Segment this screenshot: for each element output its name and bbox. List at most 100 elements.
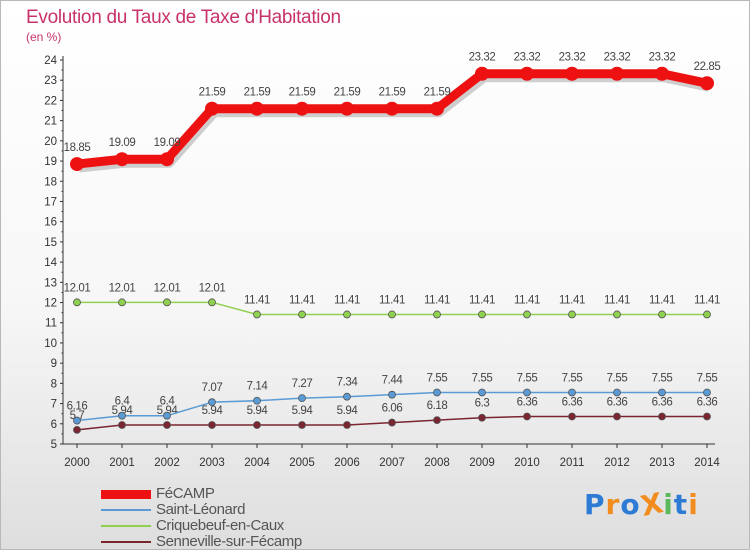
logo-letter: i xyxy=(663,488,674,521)
legend-swatch xyxy=(101,490,151,499)
y-tick-label: 20 xyxy=(44,136,57,148)
data-label: 21.59 xyxy=(199,87,226,99)
data-point xyxy=(295,101,309,116)
data-label: 11.41 xyxy=(334,294,360,306)
data-point xyxy=(343,310,351,319)
data-label: 7.55 xyxy=(562,372,583,384)
data-label: 6.36 xyxy=(652,397,673,409)
data-point xyxy=(388,390,396,399)
y-tick-label: 12 xyxy=(44,298,57,310)
data-point xyxy=(343,421,351,429)
legend-label: FéCAMP xyxy=(156,485,215,502)
data-label: 21.59 xyxy=(334,87,361,99)
data-point xyxy=(208,398,216,407)
data-label: 7.55 xyxy=(697,372,718,384)
data-label: 11.41 xyxy=(649,294,675,306)
data-point xyxy=(568,388,576,397)
data-label: 7.55 xyxy=(472,372,493,384)
data-label: 22.85 xyxy=(694,61,721,73)
data-label: 12.01 xyxy=(64,282,91,294)
data-point xyxy=(115,152,129,167)
data-point xyxy=(163,298,171,307)
data-point xyxy=(523,310,531,319)
x-tick-label: 2012 xyxy=(604,457,630,469)
x-tick-label: 2010 xyxy=(514,457,540,469)
data-point xyxy=(433,388,441,397)
x-tick-label: 2005 xyxy=(289,457,315,469)
y-tick-label: 11 xyxy=(45,318,57,330)
data-label: 5.94 xyxy=(292,405,314,417)
legend-swatch xyxy=(101,525,151,527)
data-point xyxy=(478,388,486,397)
series-2: 12.01 12.01 12.01 12.01 11.41 11.41 11.41 11.41… xyxy=(64,282,720,319)
data-point xyxy=(613,310,621,319)
data-point xyxy=(565,66,579,81)
data-point xyxy=(73,298,81,307)
data-point xyxy=(478,310,486,319)
y-tick-label: 8 xyxy=(51,378,57,390)
data-label: 7.55 xyxy=(607,372,628,384)
data-point xyxy=(253,396,261,405)
chart-axes: 5 6 7 8 9 10 11 12 13 14 15 16 17 18 19 20 21 22 23 24 2000 2… xyxy=(44,55,720,469)
data-point xyxy=(568,412,576,421)
data-label: 7.27 xyxy=(292,378,313,390)
data-point xyxy=(430,101,444,116)
data-point xyxy=(703,412,711,421)
data-label: 23.32 xyxy=(649,52,676,64)
logo-letter: r xyxy=(605,488,621,521)
data-label: 6.16 xyxy=(67,401,88,413)
data-label: 7.07 xyxy=(202,382,223,394)
data-label: 21.59 xyxy=(424,87,451,99)
data-point xyxy=(703,388,711,397)
x-tick-label: 2011 xyxy=(560,457,585,469)
data-label: 6.18 xyxy=(427,400,448,412)
data-point xyxy=(253,310,261,319)
data-point xyxy=(118,298,126,307)
y-tick-label: 23 xyxy=(44,75,57,87)
data-label: 11.41 xyxy=(469,294,495,306)
x-tick-label: 2013 xyxy=(649,457,675,469)
data-point xyxy=(160,152,174,167)
y-tick-label: 22 xyxy=(44,95,57,107)
series-layer: 5.7 5.94 5.94 5.94 5.94 5.94 5.94 6.06 6.18 6.3 6.… xyxy=(64,52,721,434)
data-point xyxy=(658,310,666,319)
data-label: 7.55 xyxy=(427,372,448,384)
data-label: 6.36 xyxy=(697,397,718,409)
data-label: 19.09 xyxy=(109,137,136,149)
data-label: 5.7 xyxy=(70,410,85,422)
y-tick-label: 15 xyxy=(44,237,57,249)
data-label: 5.94 xyxy=(337,405,359,417)
data-label: 6.36 xyxy=(517,397,538,409)
data-point xyxy=(475,66,489,81)
data-label: 23.32 xyxy=(514,52,541,64)
y-tick-label: 24 xyxy=(44,55,57,67)
y-tick-label: 16 xyxy=(44,217,57,229)
series-1: 6.16 6.4 6.4 7.07 7.14 7.27 7.34 7.44 7.55 7.55 7.… xyxy=(67,372,718,425)
data-point xyxy=(205,101,219,116)
data-label: 19.09 xyxy=(154,137,181,149)
y-tick-label: 6 xyxy=(51,419,57,431)
data-label: 21.59 xyxy=(289,87,316,99)
data-label: 23.32 xyxy=(604,52,631,64)
data-point xyxy=(433,416,441,425)
series-3: 5.7 5.94 5.94 5.94 5.94 5.94 5.94 6.06 6.18 6.3 6.… xyxy=(70,397,718,434)
data-label: 7.14 xyxy=(247,381,269,393)
logo-letter: o xyxy=(620,488,641,521)
y-tick-label: 21 xyxy=(44,116,57,128)
data-point xyxy=(73,425,81,434)
data-point xyxy=(655,66,669,81)
data-label: 11.41 xyxy=(694,294,720,306)
data-point xyxy=(208,298,216,307)
data-point xyxy=(523,412,531,421)
x-tick-label: 2008 xyxy=(424,457,450,469)
chart-title: Evolution du Taux de Taxe d'Habitation xyxy=(26,7,341,28)
data-point xyxy=(340,101,354,116)
data-label: 11.41 xyxy=(559,294,585,306)
data-label: 6.36 xyxy=(562,397,583,409)
logo-letter: X xyxy=(637,486,667,523)
data-point xyxy=(388,310,396,319)
legend-label: Saint-Léonard xyxy=(156,501,246,518)
data-label: 18.85 xyxy=(64,142,91,154)
